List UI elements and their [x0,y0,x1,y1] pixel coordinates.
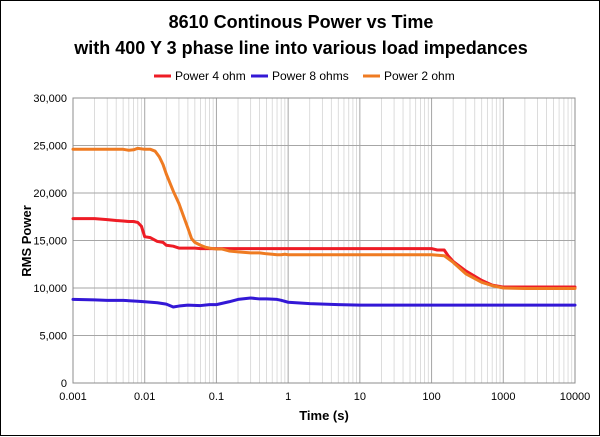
x-tick-label: 10000 [560,391,591,403]
plot-border [72,97,576,384]
y-axis-title: RMS Power [19,205,34,277]
x-tick-label: 100 [422,391,440,403]
y-tick-label: 15,000 [33,236,67,248]
x-tick-label: 1000 [491,391,515,403]
grid [72,97,576,384]
tick-labels: 0.001 0.01 0.1 1 10 100 1000 10000 0 5,000 10,000 1… [33,93,590,403]
x-tick-label: 1 [285,391,291,403]
legend-label: Power 4 ohm [175,69,246,83]
legend-label: Power 2 ohm [384,69,455,83]
legend: Power 4 ohm Power 8 ohms Power 2 ohm [154,69,455,83]
x-tick-label: 0.1 [209,391,224,403]
series-line [71,146,577,290]
y-tick-label: 0 [61,378,67,390]
y-tick-label: 20,000 [33,188,67,200]
y-tick-label: 10,000 [33,283,67,295]
y-tick-label: 30,000 [33,93,67,105]
x-tick-label: 0.01 [134,391,155,403]
x-tick-label: 10 [354,391,366,403]
series-line [71,217,577,289]
x-tick-label: 0.001 [59,391,87,403]
y-tick-label: 5,000 [39,331,67,343]
chart-title-line1: 8610 Continous Power vs Time [169,12,434,32]
chart-title-line2: with 400 Y 3 phase line into various loa… [73,38,528,58]
plot-lines [71,146,577,309]
x-axis-title: Time (s) [299,408,349,423]
series-line [71,296,577,309]
y-tick-label: 25,000 [33,141,67,153]
legend-label: Power 8 ohms [272,69,349,83]
